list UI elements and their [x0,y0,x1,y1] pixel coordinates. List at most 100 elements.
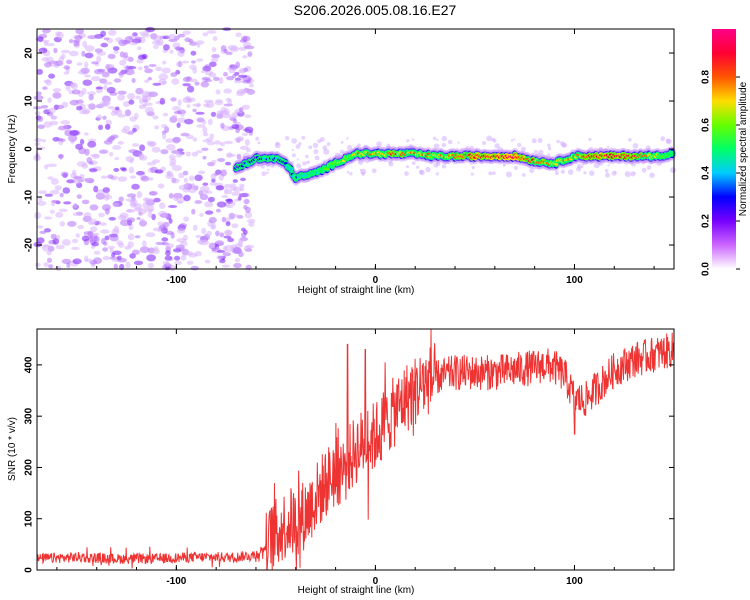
noise-blob [33,95,44,101]
noise-blob [577,163,582,169]
noise-blob [71,238,79,244]
noise-blob [184,251,194,256]
noise-blob [132,128,137,133]
noise-blob [37,36,44,43]
noise-blob [240,88,251,94]
noise-blob [65,85,71,91]
noise-blob [87,103,93,108]
noise-blob [66,59,73,65]
noise-blob [69,130,79,136]
noise-blob [207,196,215,203]
noise-blob [42,139,46,143]
y-tick-label: 10 [24,95,35,107]
noise-blob [295,144,301,150]
noise-blob [194,251,202,257]
noise-blob [153,197,161,203]
noise-blob [164,255,173,261]
noise-blob [36,68,43,75]
noise-blob [238,183,245,187]
noise-blob [178,184,188,191]
noise-blob [136,191,143,199]
noise-blob [171,178,180,184]
noise-blob [39,230,47,234]
noise-blob [103,85,108,90]
x-tick-label: -100 [166,576,186,587]
noise-blob [107,174,114,179]
noise-blob [226,204,234,209]
noise-blob [240,192,250,198]
snr-x-ticks: -100 0 100 [56,329,655,587]
noise-blob [160,149,169,155]
noise-blob [559,141,565,146]
noise-blob [61,258,72,264]
snr-series-line [36,328,675,571]
noise-blob [161,237,169,242]
noise-blob [670,167,677,174]
noise-blob [66,179,75,184]
noise-blob [346,137,349,140]
noise-blob [73,40,80,47]
noise-blob [531,138,537,144]
noise-blob [89,218,98,225]
noise-blob [144,68,154,74]
noise-blob [435,172,439,176]
noise-blob [183,194,191,202]
noise-blob [99,222,107,227]
noise-blob [219,141,226,147]
noise-blob [100,42,109,48]
noise-blob [162,60,167,65]
noise-blob [202,182,209,186]
noise-blob [199,193,209,201]
noise-blob [529,168,535,173]
spectrogram-y-ticks: -20 -10 0 10 20 [24,47,674,252]
noise-blob [547,143,551,148]
y-tick-label: 400 [24,356,35,373]
noise-blob [176,61,183,67]
noise-blob [60,171,69,178]
noise-blob [204,64,210,69]
noise-blob [76,62,83,66]
noise-blob [71,246,80,250]
noise-blob [349,172,353,176]
noise-blob [60,49,71,54]
noise-blob [165,250,171,256]
noise-blob [247,51,253,57]
noise-blob [73,212,79,217]
noise-blob [138,98,144,104]
noise-blob [227,237,235,243]
noise-blob [547,147,552,151]
noise-blob [194,200,203,204]
noise-blob [71,89,81,95]
noise-blob [237,196,242,201]
noise-blob [291,148,294,152]
noise-blob [135,87,144,95]
noise-blob [202,132,209,137]
noise-blob [216,201,227,208]
noise-blob [174,255,181,261]
noise-blob [226,198,233,204]
noise-blob [118,71,125,76]
noise-blob [144,102,153,106]
noise-blob [72,169,77,176]
noise-blob [317,139,322,144]
noise-blob [175,244,185,251]
noise-blob [211,57,219,63]
noise-blob [323,148,330,155]
noise-blob [34,142,41,146]
noise-blob [89,168,98,173]
noise-blob [98,212,105,218]
noise-blob [99,149,109,154]
noise-blob [81,199,90,205]
noise-blob [107,53,116,60]
noise-blob [234,257,240,263]
noise-blob [61,239,71,246]
noise-blob [81,235,90,242]
noise-blob [114,108,123,116]
noise-blob [210,111,217,117]
noise-blob [192,224,198,231]
noise-blob [244,114,252,118]
noise-blob [560,169,565,174]
noise-blob [201,147,209,151]
noise-blob [105,119,113,126]
noise-blob [137,46,142,50]
